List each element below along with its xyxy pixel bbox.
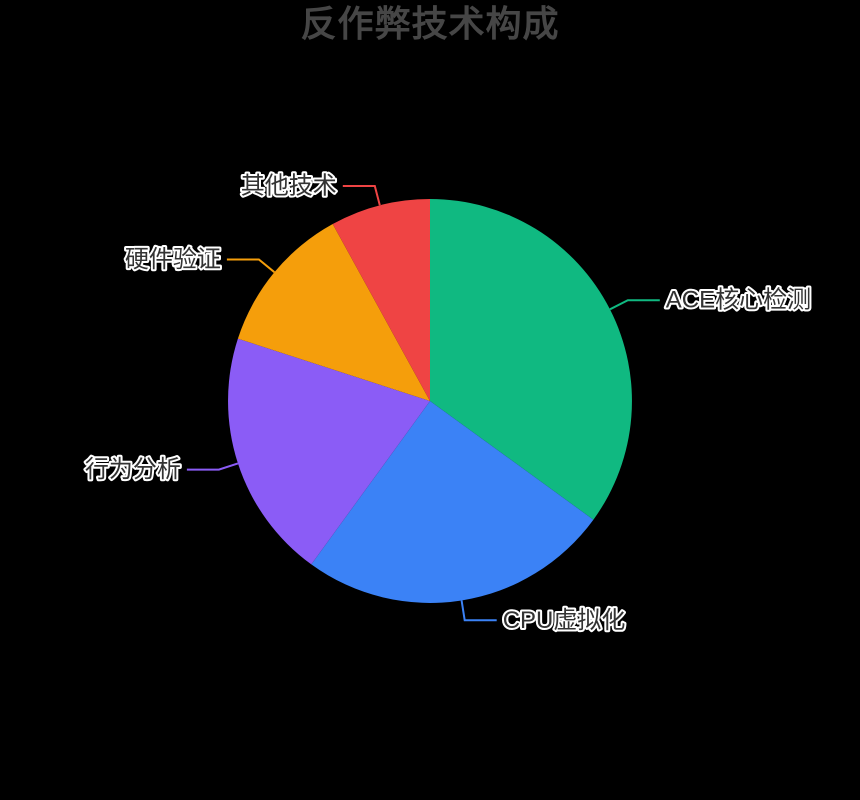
chart-title: 反作弊技术构成	[300, 3, 560, 44]
pie-slice-2[interactable]	[228, 338, 430, 565]
label-line-4	[342, 185, 381, 206]
slice-label-4: 其他技术	[241, 173, 337, 200]
pie-slice-4[interactable]	[332, 199, 430, 401]
slice-label-1: CPU虚拟化	[503, 607, 626, 634]
pie-slice-3[interactable]	[237, 224, 430, 401]
pie-slice-0[interactable]	[430, 199, 632, 520]
slice-label-0: ACE核心检测	[666, 287, 811, 314]
slice-label-3: 硬件验证	[125, 246, 221, 273]
label-line-0	[609, 299, 660, 311]
slice-label-2: 行为分析	[85, 456, 181, 483]
label-line-1	[460, 600, 497, 622]
label-line-2	[186, 462, 239, 471]
pie-slice-1[interactable]	[311, 401, 594, 603]
label-line-3	[226, 258, 276, 273]
